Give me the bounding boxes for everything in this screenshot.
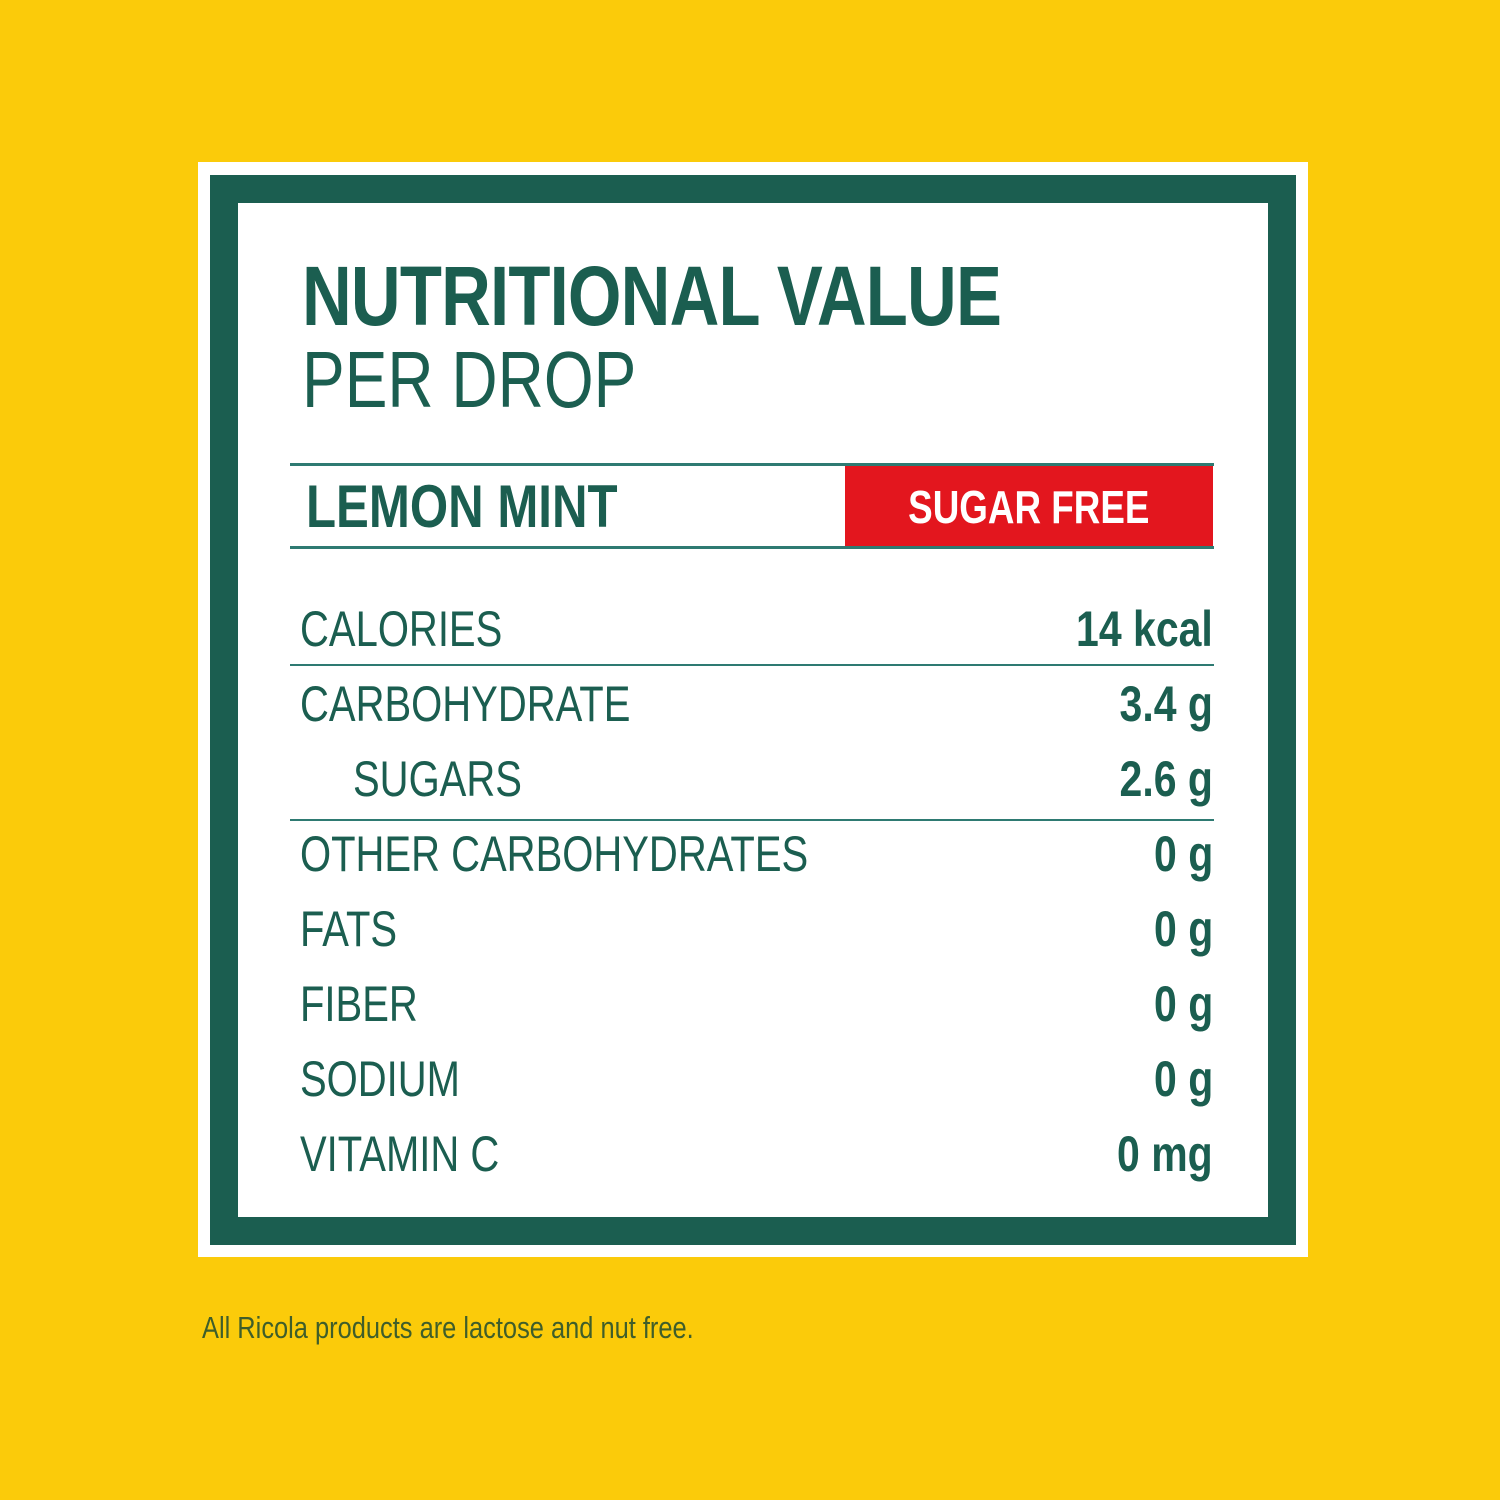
row-value-fats: 0 g: [1153, 901, 1213, 957]
row-label-sodium: SODIUM: [300, 1051, 460, 1107]
divider: [290, 819, 1214, 821]
badge-label: SUGAR FREE: [908, 480, 1150, 533]
divider: [290, 664, 1214, 666]
row-label-fiber: FIBER: [300, 976, 418, 1032]
sugar-free-badge: SUGAR FREE: [845, 466, 1213, 547]
row-label-calories: CALORIES: [300, 601, 503, 657]
row-label-carbohydrate: CARBOHYDRATE: [300, 676, 631, 732]
page-title: NUTRITIONAL VALUE: [302, 249, 1002, 343]
page-subtitle: PER DROP: [302, 335, 637, 424]
divider: [290, 546, 1214, 549]
flavor-name: LEMON MINT: [306, 473, 618, 540]
divider: [290, 463, 1214, 466]
row-label-other-carbohydrates: OTHER CARBOHYDRATES: [300, 826, 809, 882]
row-value-sodium: 0 g: [1153, 1051, 1213, 1107]
row-value-other-carbohydrates: 0 g: [1153, 826, 1213, 882]
row-value-vitamin-c: 0 mg: [1117, 1126, 1213, 1182]
row-value-sugars: 2.6 g: [1119, 751, 1213, 807]
footnote: All Ricola products are lactose and nut …: [202, 1310, 694, 1345]
row-label-sugars: SUGARS: [353, 751, 522, 807]
label-card: [198, 162, 1308, 1257]
row-value-calories: 14 kcal: [1076, 601, 1213, 657]
row-label-vitamin-c: VITAMIN C: [300, 1126, 500, 1182]
row-value-carbohydrate: 3.4 g: [1119, 676, 1213, 732]
row-value-fiber: 0 g: [1153, 976, 1213, 1032]
row-label-fats: FATS: [300, 901, 398, 957]
green-frame: [210, 175, 1296, 1245]
